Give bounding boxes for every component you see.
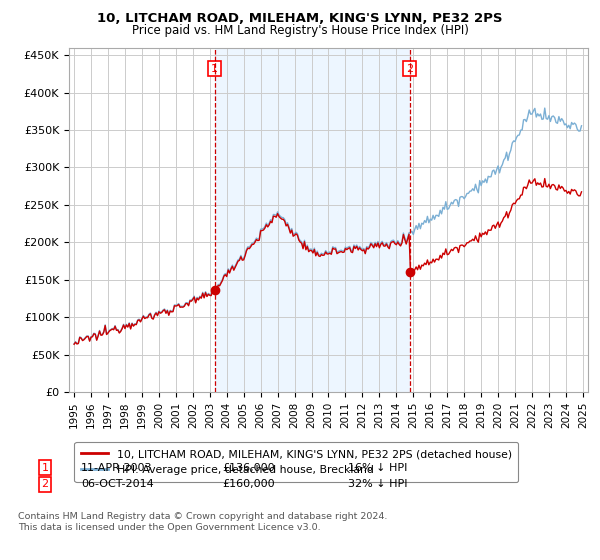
Text: 06-OCT-2014: 06-OCT-2014 [81,479,154,489]
Text: £160,000: £160,000 [222,479,275,489]
Text: £136,000: £136,000 [222,463,275,473]
Text: Contains HM Land Registry data © Crown copyright and database right 2024.
This d: Contains HM Land Registry data © Crown c… [18,512,388,532]
Text: 16% ↓ HPI: 16% ↓ HPI [348,463,407,473]
Text: 11-APR-2003: 11-APR-2003 [81,463,152,473]
Legend: 10, LITCHAM ROAD, MILEHAM, KING'S LYNN, PE32 2PS (detached house), HPI: Average : 10, LITCHAM ROAD, MILEHAM, KING'S LYNN, … [74,442,518,482]
Text: 10, LITCHAM ROAD, MILEHAM, KING'S LYNN, PE32 2PS: 10, LITCHAM ROAD, MILEHAM, KING'S LYNN, … [97,12,503,25]
Text: 32% ↓ HPI: 32% ↓ HPI [348,479,407,489]
Text: 2: 2 [41,479,49,489]
Bar [215,48,410,392]
Text: 2: 2 [406,64,413,73]
Text: 1: 1 [41,463,49,473]
Text: Price paid vs. HM Land Registry's House Price Index (HPI): Price paid vs. HM Land Registry's House … [131,24,469,36]
Text: 1: 1 [211,64,218,73]
